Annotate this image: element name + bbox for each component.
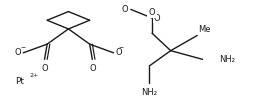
Text: NH₂: NH₂ xyxy=(142,88,158,97)
Text: 2+: 2+ xyxy=(29,73,38,78)
Text: O: O xyxy=(89,64,96,73)
Text: Me: Me xyxy=(199,25,211,34)
Text: Pt: Pt xyxy=(15,77,24,86)
Text: O: O xyxy=(14,48,21,57)
Text: O: O xyxy=(123,5,129,14)
Text: −: − xyxy=(118,44,124,49)
Text: O: O xyxy=(149,8,155,17)
Text: O: O xyxy=(121,5,128,14)
Text: −: − xyxy=(20,44,25,49)
Text: O: O xyxy=(41,64,48,73)
Text: O: O xyxy=(116,48,122,57)
Text: O: O xyxy=(154,14,160,23)
Text: NH₂: NH₂ xyxy=(219,55,235,64)
